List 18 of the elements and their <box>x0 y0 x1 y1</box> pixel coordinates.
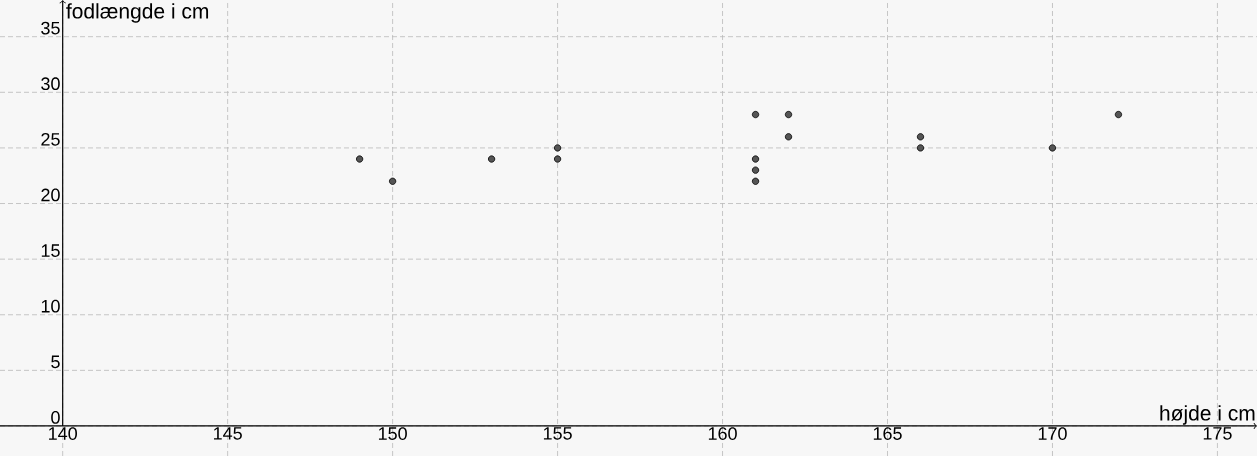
x-tick-label: 165 <box>873 427 902 440</box>
x-tick-label: 140 <box>49 427 77 440</box>
x-tick-label: 160 <box>708 427 737 440</box>
y-tick-label: 30 <box>41 77 60 91</box>
y-tick-label: 15 <box>41 244 60 257</box>
y-tick-label: 10 <box>41 299 60 313</box>
x-tick-label: 170 <box>1038 427 1067 440</box>
x-tick-label: 155 <box>543 427 572 440</box>
y-tick-label: 0 <box>51 411 60 424</box>
x-tick-label: 175 <box>1203 427 1232 440</box>
y-tick-label: 20 <box>41 188 60 202</box>
x-axis-title: højde i cm <box>1160 405 1255 425</box>
y-tick-label: 35 <box>41 21 60 35</box>
y-tick-label: 25 <box>41 132 60 146</box>
x-tick-label: 150 <box>378 427 407 440</box>
y-axis-title: fodlængde i cm <box>66 3 209 23</box>
y-tick-label: 5 <box>51 355 60 369</box>
x-tick-label: 145 <box>214 427 242 440</box>
